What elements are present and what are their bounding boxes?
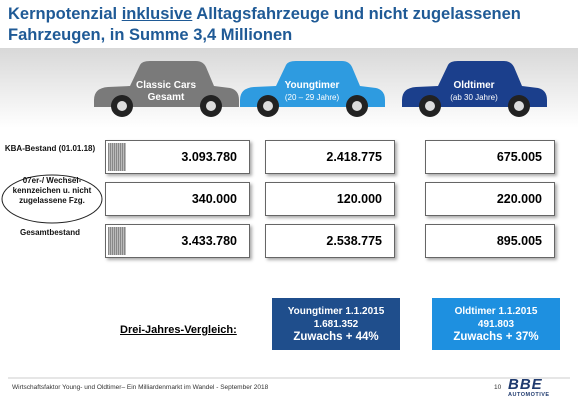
hatch-marker — [108, 143, 126, 171]
car-label: Oldtimer (ab 30 Jahre) — [429, 80, 519, 104]
footer-text: Wirtschaftsfaktor Young- und Oldtimer– E… — [12, 384, 269, 391]
car-title: Youngtimer — [284, 80, 340, 91]
value-cell: 220.000 — [425, 182, 555, 216]
logo-sub: AUTOMOTIVE — [508, 392, 550, 398]
comparison-title: Youngtimer 1.1.2015 — [287, 305, 385, 317]
value-cell: 340.000 — [105, 182, 250, 216]
car-subtitle: (20 – 29 Jahre) — [284, 93, 340, 102]
row-label: KBA-Bestand (01.01.18) — [4, 144, 96, 153]
value-cell: 3.433.780 — [105, 224, 250, 258]
logo: BBE — [508, 376, 543, 393]
comparison-title: Oldtimer 1.1.2015 — [454, 305, 538, 317]
comparison-box: Oldtimer 1.1.2015 491.803 Zuwachs + 37% — [432, 298, 560, 350]
comparison-growth: Zuwachs + 37% — [453, 330, 539, 343]
page-number: 10 — [494, 384, 502, 391]
car-label: Classic Cars Gesamt — [121, 80, 211, 104]
comparison-value: 1.681.352 — [313, 318, 359, 330]
value-cell: 675.005 — [425, 140, 555, 174]
value-cell: 895.005 — [425, 224, 555, 258]
value-cell: 2.418.775 — [265, 140, 395, 174]
row-label: Gesamtbestand — [19, 228, 81, 237]
car-subtitle: (ab 30 Jahre) — [450, 93, 498, 102]
car-subtitle: Gesamt — [147, 92, 185, 103]
title-text: Kernpotenzial — [8, 5, 122, 23]
title: Kernpotenzial inklusive Alltagsfahrzeuge… — [8, 4, 548, 46]
value-cell: 2.538.775 — [265, 224, 395, 258]
hatch-marker — [108, 227, 126, 255]
title-text: Alltagsfahrzeuge und nicht zugelassenen … — [8, 5, 521, 44]
car-title: Classic Cars — [135, 80, 197, 91]
car-title: Oldtimer — [453, 80, 495, 91]
row-label: 07er-/ Wechsel-kennzeichen u. nicht zuge… — [12, 176, 92, 205]
title-underlined: inklusive — [121, 5, 193, 23]
value-cell: 3.093.780 — [105, 140, 250, 174]
highlight-circle — [1, 174, 103, 224]
comparison-box: Youngtimer 1.1.2015 1.681.352 Zuwachs + 44… — [272, 298, 400, 350]
car-label: Youngtimer (20 – 29 Jahre) — [267, 80, 357, 104]
comparison-value: 491.803 — [477, 318, 515, 330]
comparison-growth: Zuwachs + 44% — [293, 330, 379, 343]
comparison-label: Drei-Jahres-Vergleich: — [120, 324, 237, 336]
value-cell: 120.000 — [265, 182, 395, 216]
